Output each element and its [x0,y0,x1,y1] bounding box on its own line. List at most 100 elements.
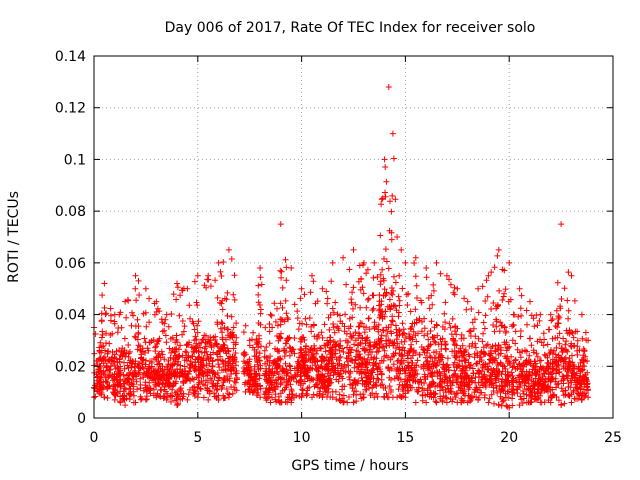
roti-point [549,351,556,357]
roti-point [353,379,360,386]
roti-point [445,364,452,371]
roti-point [299,320,306,327]
roti-point [309,394,315,401]
roti-point [103,340,109,347]
roti-point [415,378,422,385]
roti-point [376,292,383,298]
roti-point [152,343,159,350]
roti-point [363,364,369,371]
roti-point [499,297,506,303]
roti-point [412,350,419,356]
roti-point [329,363,336,370]
roti-point [204,340,210,347]
roti-point [412,273,419,280]
roti-point [527,399,533,406]
roti-point [347,368,354,375]
roti-point [561,375,568,382]
roti-point [575,378,581,385]
roti-point [330,360,337,367]
grid-lines [94,56,613,418]
roti-point [170,291,177,298]
roti-point [491,328,498,335]
roti-point [549,335,556,342]
roti-point [137,381,144,388]
roti-point [172,358,179,365]
roti-point [143,386,150,393]
roti-point [396,350,403,357]
roti-point [370,305,377,312]
roti-point [553,307,560,314]
roti-point [354,342,361,349]
roti-point [368,354,375,361]
roti-point [582,371,589,378]
roti-point [116,347,123,354]
roti-point [392,279,399,286]
roti-point [109,377,116,384]
roti-point [501,267,508,274]
roti-point [142,339,149,346]
roti-point [497,393,504,400]
roti-point [277,300,284,307]
roti-point [295,326,302,333]
roti-point [411,371,418,378]
roti-point [403,291,410,298]
roti-point [405,387,412,394]
roti-point [584,358,591,364]
roti-point [257,394,264,401]
roti-point [323,288,330,295]
roti-point [337,367,344,374]
roti-point [449,398,456,405]
roti-point [257,265,264,271]
roti-point [156,308,163,315]
roti-point [516,361,523,368]
roti-point [421,362,428,369]
roti-point [277,381,284,388]
roti-point [186,339,193,346]
roti-point [548,317,555,324]
roti-point [376,307,383,314]
roti-point [215,361,222,368]
roti-point [563,338,570,345]
roti-point [224,289,231,296]
roti-point [375,348,382,355]
roti-point [189,353,196,360]
roti-point [402,334,409,341]
roti-point [230,356,237,363]
roti-point [447,281,454,288]
roti-point [256,302,263,308]
roti-point [285,316,292,323]
roti-point [426,381,433,388]
roti-point [346,346,353,353]
roti-point [357,368,364,375]
roti-point [513,378,520,385]
roti-point [109,330,116,337]
roti-point [568,399,575,406]
roti-point [120,371,127,378]
roti-point [585,337,592,344]
roti-point [437,270,444,277]
roti-point [319,394,326,401]
roti-point [519,368,525,375]
roti-point [307,377,313,384]
roti-point [283,349,289,356]
x-tick-label: 10 [293,430,311,446]
roti-point [117,399,124,406]
roti-point [482,298,489,304]
roti-point [465,381,472,388]
roti-point [462,347,469,353]
roti-point [501,323,508,330]
roti-point [219,357,226,364]
roti-point [513,386,520,393]
roti-point [336,397,343,404]
roti-point [262,360,268,367]
roti-point [409,352,416,359]
roti-point [327,344,334,351]
roti-point [558,296,565,302]
roti-point [225,394,232,401]
roti-point [198,339,205,346]
roti-point [229,360,236,367]
roti-point [104,367,111,374]
roti-point [346,315,353,322]
roti-point [427,389,434,396]
